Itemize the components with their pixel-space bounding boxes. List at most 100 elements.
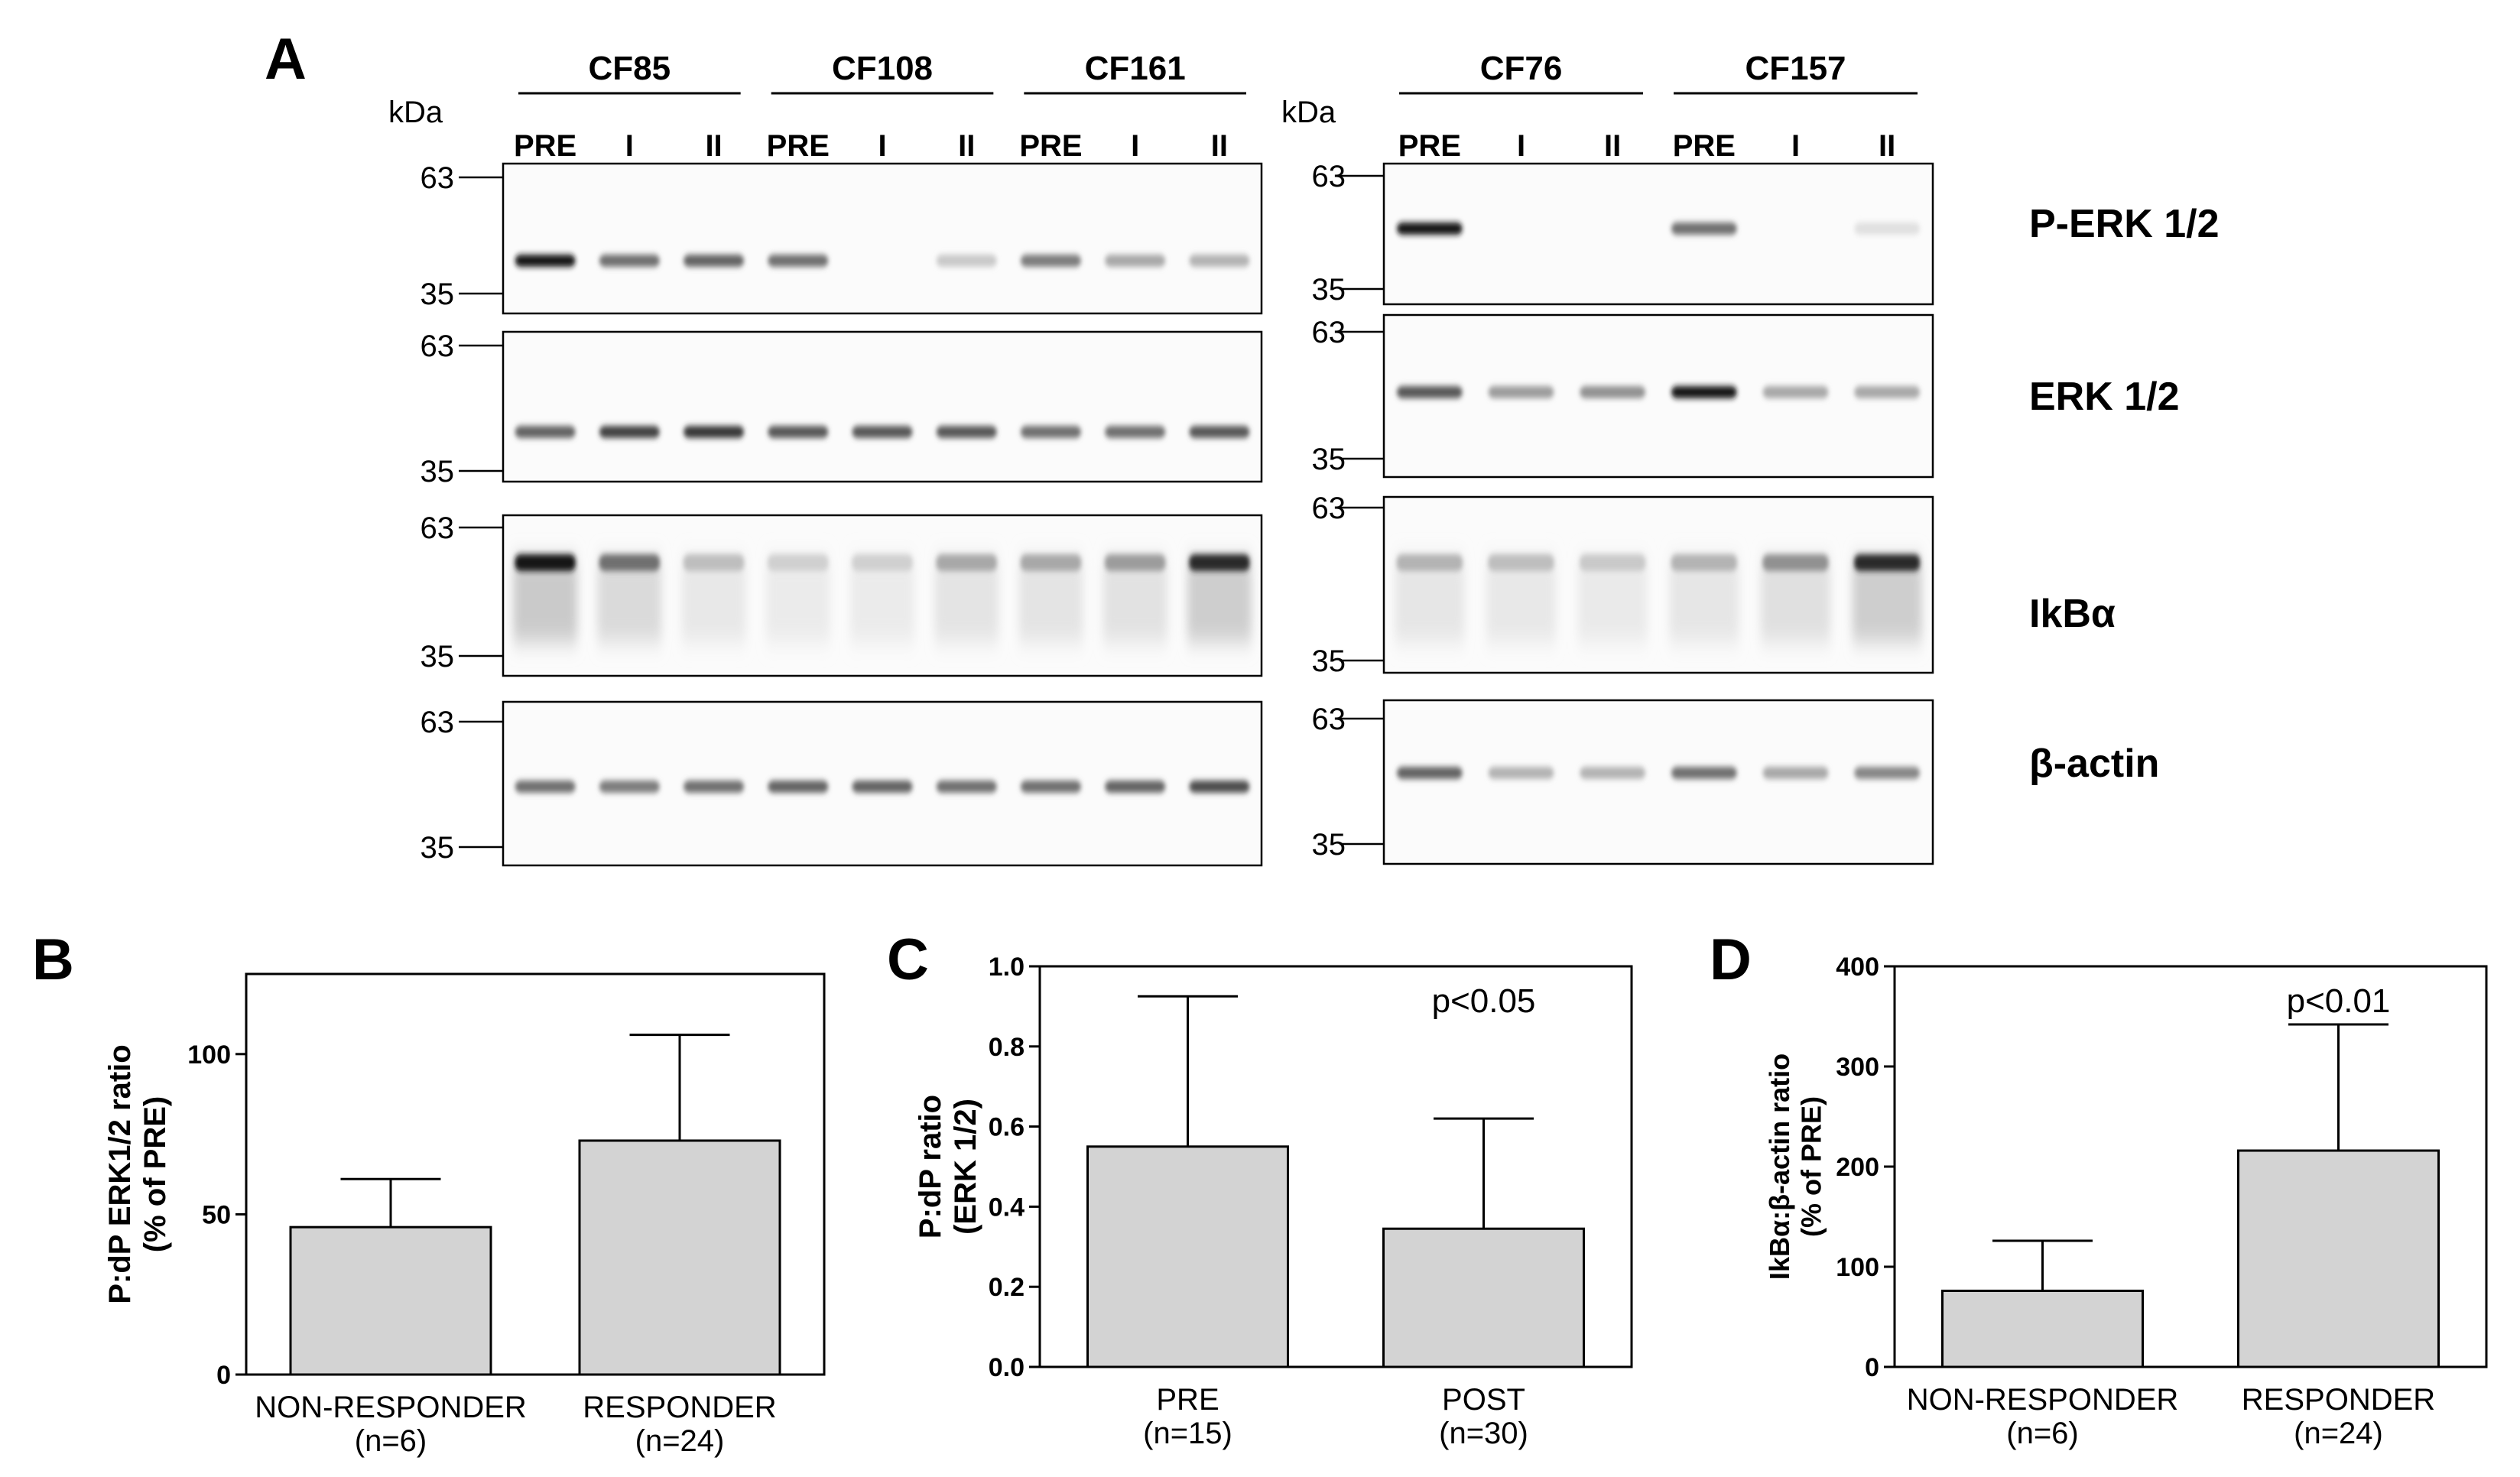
protein-band (1671, 222, 1737, 235)
protein-band (1671, 386, 1737, 398)
protein-band (1854, 767, 1921, 779)
panel-c-letter: C (887, 927, 929, 992)
protein-band (852, 781, 913, 793)
lane-label: II (1879, 129, 1895, 163)
significance-annotation: p<0.01 (2287, 982, 2391, 1020)
y-axis-label: IkBα:β-actin ratio(% of PRE) (1764, 1053, 1827, 1280)
marker-label: 63 (421, 329, 455, 363)
marker-label: 35 (1312, 273, 1346, 307)
band-smear (765, 558, 830, 642)
marker-label: 63 (1312, 492, 1346, 525)
protein-band (599, 255, 661, 267)
protein-band (1762, 386, 1829, 398)
protein-band (515, 255, 576, 267)
lane-label: PRE (1398, 129, 1461, 163)
right-blot-membrane (1382, 495, 1934, 674)
protein-band (1854, 386, 1921, 398)
y-tick-label: 0.8 (989, 1033, 1025, 1062)
protein-band (1488, 767, 1554, 779)
blot-protein-label: IkBα (2029, 592, 2116, 636)
protein-band (599, 554, 661, 571)
lane-label: II (1211, 129, 1228, 163)
y-axis-label: P:dP ERK1/2 ratio(% of PRE) (103, 1044, 172, 1303)
band-smear (1102, 558, 1167, 642)
x-tick-label: (n=6) (355, 1424, 427, 1458)
y-tick-label: 0.6 (989, 1113, 1025, 1142)
panel-a-letter: A (265, 27, 307, 92)
band-smear (681, 558, 746, 642)
marker-label: 35 (421, 278, 455, 311)
protein-band (1854, 222, 1921, 235)
lane-label: PRE (1673, 129, 1736, 163)
blot-protein-label: P-ERK 1/2 (2029, 202, 2220, 246)
plot-frame (245, 972, 826, 1376)
protein-band (683, 554, 745, 571)
protein-band (768, 426, 829, 438)
lane-label: PRE (1019, 129, 1082, 163)
lane-label: I (625, 129, 634, 163)
lane-label: PRE (767, 129, 830, 163)
protein-band (936, 554, 997, 571)
y-tick-label: 50 (202, 1200, 231, 1229)
x-tick-label: PRE (1156, 1383, 1219, 1417)
band-smear (1852, 558, 1922, 642)
right-blot-membrane (1382, 313, 1934, 479)
protein-band (683, 781, 745, 793)
bar (2237, 1149, 2440, 1368)
marker-label: 63 (421, 511, 455, 545)
protein-band (1189, 781, 1250, 793)
kda-label: kDa (388, 96, 443, 129)
marker-label: 63 (1312, 316, 1346, 349)
protein-band (515, 781, 576, 793)
protein-band (1189, 426, 1250, 438)
protein-band (1020, 426, 1082, 438)
right-blot-membrane (1382, 162, 1934, 306)
protein-band (1671, 554, 1737, 571)
sample-group-label: CF108 (832, 50, 933, 87)
chart-b: 0 50 100 P:dP ERK1/2 ratio(% of PRE) NON-RES… (103, 972, 826, 1458)
lane-label: I (1517, 129, 1525, 163)
protein-band (1762, 554, 1829, 571)
band-smear (934, 558, 999, 642)
protein-band (599, 426, 661, 438)
y-tick-label: 1.0 (989, 953, 1025, 982)
protein-band (1396, 386, 1463, 398)
x-tick-label: NON-RESPONDER (1907, 1383, 2179, 1417)
x-tick-label: (n=30) (1439, 1417, 1528, 1450)
blot-protein-label: β-actin (2029, 742, 2159, 786)
chart-d: 0 100 200 300 400 IkBα:β-actin ratio(% of PRE… (1764, 953, 2488, 1450)
protein-band (683, 255, 745, 267)
x-tick-label: (n=15) (1143, 1417, 1232, 1450)
lane-label: II (705, 129, 722, 163)
marker-label: 63 (1312, 160, 1346, 193)
panel-d-letter: D (1710, 927, 1752, 992)
protein-band (1189, 554, 1250, 571)
bar (289, 1225, 492, 1376)
band-smear (1187, 558, 1252, 642)
sample-group-label: CF85 (589, 50, 671, 87)
y-axis-label: P:dP ratio(ERK 1/2) (914, 1095, 982, 1238)
y-tick-label: 0 (1865, 1353, 1879, 1382)
marker-label: 35 (421, 831, 455, 865)
protein-band (768, 781, 829, 793)
y-tick-label: 400 (1836, 953, 1879, 982)
band-smear (1577, 558, 1648, 642)
marker-label: 63 (421, 706, 455, 739)
y-tick-label: 100 (187, 1040, 231, 1070)
marker-label: 63 (421, 161, 455, 195)
x-tick-label: RESPONDER (2242, 1383, 2435, 1417)
lane-label: II (958, 129, 975, 163)
protein-band (936, 426, 997, 438)
protein-band (768, 255, 829, 267)
bar (1941, 1289, 2144, 1368)
protein-band (936, 781, 997, 793)
panel-b-letter: B (32, 927, 74, 992)
y-tick-label: 0.0 (989, 1353, 1025, 1382)
band-smear (1018, 558, 1083, 642)
protein-band (852, 426, 913, 438)
y-tick-label: 300 (1836, 1053, 1879, 1082)
x-tick-label: (n=6) (2006, 1417, 2079, 1450)
protein-band (515, 426, 576, 438)
protein-band (1396, 554, 1463, 571)
